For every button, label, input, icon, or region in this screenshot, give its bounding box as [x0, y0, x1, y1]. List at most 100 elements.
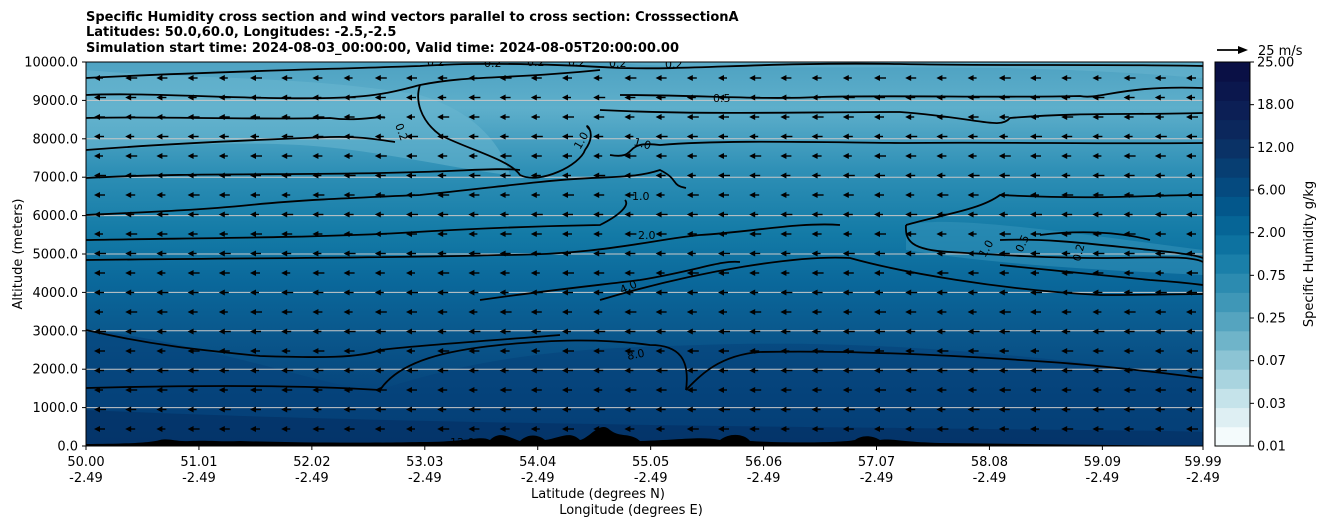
wind-vector-head [905, 114, 912, 120]
wind-vector-head [281, 328, 288, 335]
wind-vector-head [655, 94, 662, 101]
wind-vector-head [842, 192, 849, 198]
wind-vector-head [125, 75, 132, 81]
wind-vector-head [936, 406, 943, 413]
y-tick-label: 7000.0 [33, 171, 79, 186]
y-tick-label: 6000.0 [33, 209, 79, 224]
wind-vector-head [468, 211, 475, 218]
wind-vector-head [686, 387, 693, 393]
wind-vector-head [437, 75, 444, 81]
wind-vector-head [499, 387, 506, 393]
wind-vector-head [1123, 426, 1130, 432]
wind-vector-head [125, 192, 132, 198]
wind-vector-head [718, 114, 724, 120]
colorbar-swatch [1215, 426, 1250, 447]
wind-vector-head [406, 75, 412, 81]
wind-vector-head [218, 270, 225, 276]
wind-vector-head [562, 387, 568, 393]
wind-vector-head [156, 75, 163, 81]
wind-vector-head [530, 75, 537, 81]
wind-vector-head [218, 250, 225, 257]
wind-vector-head [406, 133, 412, 140]
quiver-key: 25 m/s [1217, 44, 1303, 59]
y-axis: 0.0 1000.0 2000.0 3000.0 4000.0 5000.0 6000.0 7… [24, 56, 86, 455]
wind-vector-head [468, 367, 475, 374]
colorbar: 0.01 0.03 0.07 0.25 0.75 2.00 6.00 12.00 18.00 25… [1214, 56, 1294, 455]
wind-vector-head [905, 133, 912, 140]
wind-vector-head [811, 133, 818, 140]
wind-vector-head [437, 192, 444, 198]
wind-vector-head [842, 309, 849, 315]
wind-vector-head [1154, 231, 1161, 237]
wind-vector-head [593, 94, 600, 101]
wind-vector-head [998, 114, 1005, 120]
wind-vector-head [936, 387, 943, 393]
wind-vector-head [1186, 172, 1192, 179]
wind-vector-head [406, 426, 412, 432]
wind-vector-head [218, 426, 225, 432]
wind-vector-head [374, 406, 381, 413]
wind-vector-head [156, 348, 163, 354]
wind-vector-head [156, 387, 163, 393]
wind-vector-head [312, 387, 319, 393]
wind-vector-head [281, 153, 288, 159]
wind-vector-head [281, 172, 288, 179]
wind-vector-head [842, 75, 849, 81]
wind-vector-head [624, 250, 631, 257]
wind-vector-head [94, 114, 100, 120]
wind-vector-head [1030, 289, 1036, 296]
wind-vector-head [156, 153, 163, 159]
wind-vector-head [593, 328, 600, 335]
wind-vector-head [749, 94, 756, 101]
wind-vector-head [686, 426, 693, 432]
wind-vector-head [1186, 231, 1192, 237]
wind-vector-head [218, 75, 225, 81]
wind-vector-head [593, 250, 600, 257]
wind-vector-head [187, 426, 194, 432]
wind-vector-head [1123, 172, 1130, 179]
wind-vector-head [187, 309, 194, 315]
contour-line [86, 223, 841, 261]
wind-vector-head [281, 94, 288, 101]
contour-line [86, 135, 396, 151]
wind-vector-head [312, 270, 319, 276]
wind-vector-head [156, 289, 163, 296]
wind-vector-head [655, 270, 662, 276]
wind-vector-head [1030, 133, 1036, 140]
wind-vector-head [624, 172, 631, 179]
wind-vector-head [1186, 406, 1192, 413]
contour-line [86, 62, 1203, 79]
wind-vector-head [156, 211, 163, 218]
y-tick-label: 2000.0 [33, 363, 79, 378]
wind-vector-head [718, 348, 724, 354]
wind-vector-head [811, 328, 818, 335]
wind-vector-head [686, 231, 693, 237]
wind-vector-head [780, 75, 787, 81]
wind-vector-head [1092, 250, 1099, 257]
wind-vector-head [718, 94, 724, 101]
wind-vector-head [1186, 153, 1192, 159]
wind-vector-head [874, 328, 880, 335]
colorbar-swatch [1215, 234, 1250, 255]
wind-vector-head [718, 192, 724, 198]
wind-vector-head [655, 426, 662, 432]
x-tick-label-lon: -2.49 [634, 471, 668, 486]
wind-vector-head [593, 367, 600, 374]
wind-vector-head [187, 387, 194, 393]
wind-vector-head [842, 211, 849, 218]
wind-vector-head [94, 270, 100, 276]
wind-vector-head [874, 153, 880, 159]
wind-vector-head [499, 289, 506, 296]
wind-vector-head [250, 75, 256, 81]
wind-vector-head [1030, 309, 1036, 315]
wind-vector-head [593, 289, 600, 296]
wind-vector-head [686, 367, 693, 374]
wind-vector-head [655, 406, 662, 413]
wind-vector-head [530, 133, 537, 140]
wind-vector-head [530, 192, 537, 198]
wind-vector-head [125, 270, 132, 276]
contour-label: 1.0 [632, 135, 652, 152]
colorbar-swatch [1215, 62, 1250, 82]
wind-vector-head [1123, 348, 1130, 354]
wind-vector-head [250, 406, 256, 413]
